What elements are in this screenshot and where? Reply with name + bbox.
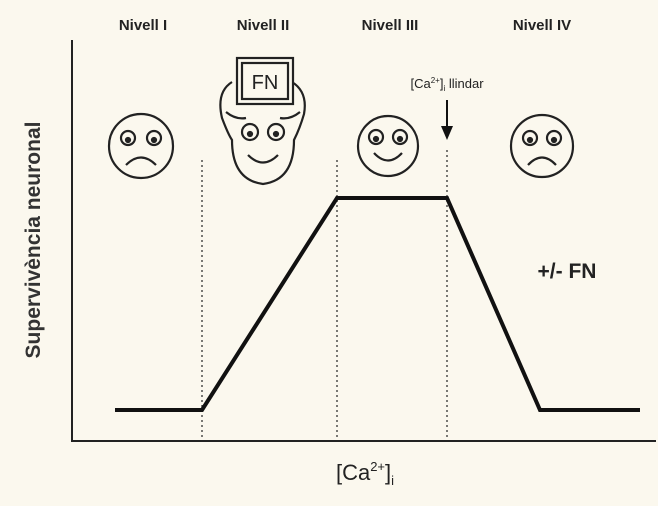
threshold-base: [Ca — [410, 76, 431, 91]
happy-face — [358, 116, 418, 176]
separators — [202, 150, 447, 440]
level-label: Nivell II — [237, 17, 290, 34]
fn-sign: FN — [252, 72, 279, 94]
treatment-label: +/- FN — [538, 260, 597, 283]
threshold-text: llindar — [445, 76, 484, 91]
sad-face — [511, 115, 573, 177]
x-label-base: [Ca — [336, 460, 371, 485]
threshold-arrow — [441, 100, 453, 140]
x-label-sup: 2+ — [370, 459, 385, 474]
y-axis-label: Supervivència neuronal — [22, 122, 45, 359]
threshold-sup: 2+ — [431, 76, 440, 85]
survival-curve — [115, 198, 640, 410]
diagram: Nivell I Nivell II Nivell III Nivell IV … — [0, 0, 658, 506]
level-label: Nivell IV — [513, 17, 571, 34]
page: {"levels": ["Nivell I", "Nivell II", "Ni… — [0, 0, 658, 506]
x-label-sub: i — [391, 473, 394, 488]
level-label: Nivell I — [119, 17, 167, 34]
sad-face — [109, 114, 173, 178]
threshold-label: [Ca2+]i llindar — [410, 76, 484, 93]
level-label: Nivell III — [362, 17, 419, 34]
x-axis-label: [Ca2+]i — [336, 459, 394, 488]
